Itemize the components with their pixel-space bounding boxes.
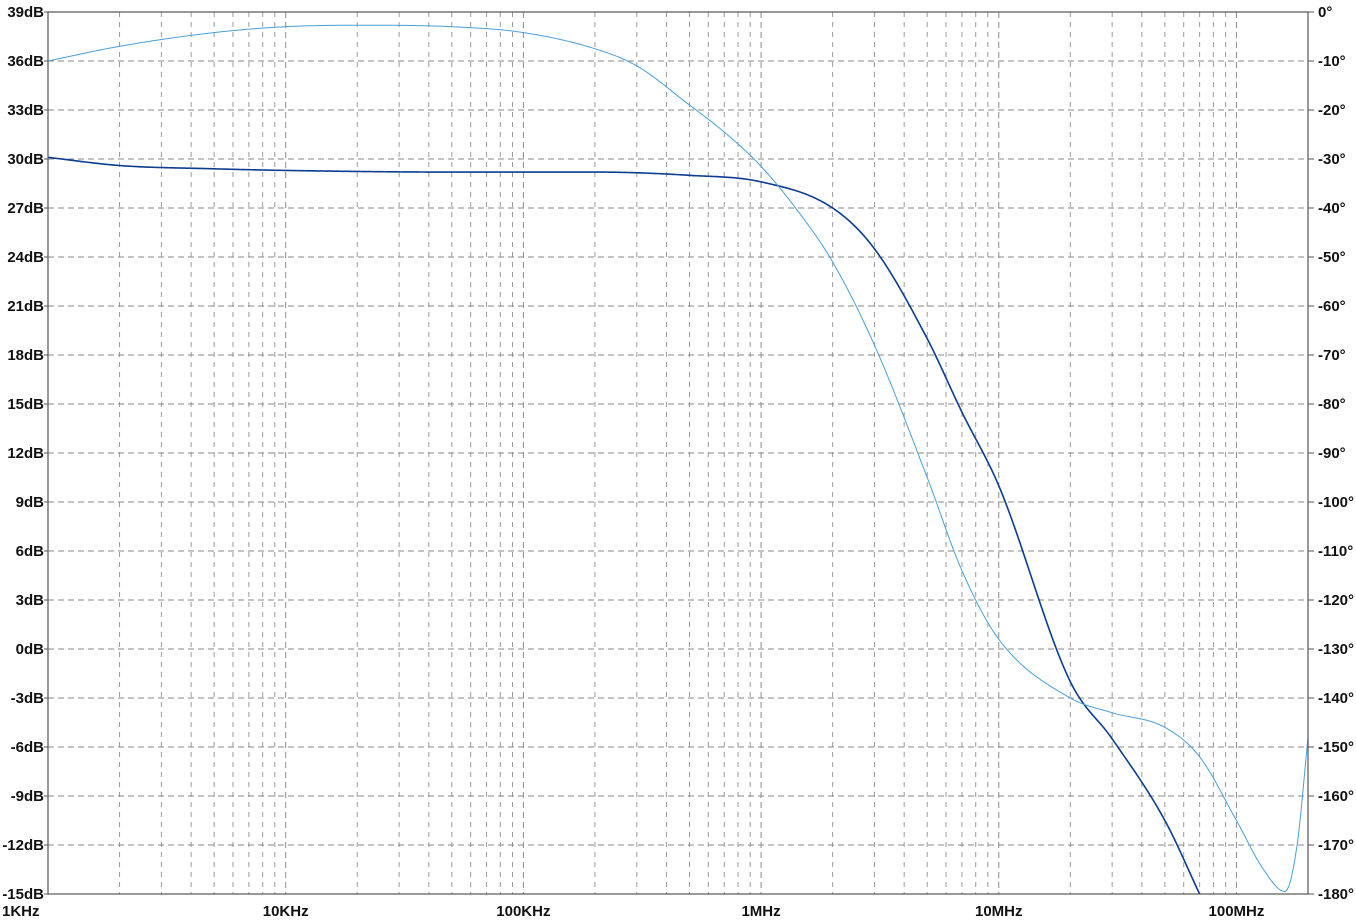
- y-right-tick-label: -120°: [1318, 592, 1354, 609]
- y-left-tick-label: 24dB: [7, 249, 44, 266]
- phase-curve: [47, 24, 1309, 893]
- y-right-tick-label: -40°: [1318, 200, 1346, 217]
- grid: [48, 12, 1308, 894]
- y-left-tick-label: 12dB: [7, 445, 44, 462]
- y-left-tick-label: 6dB: [16, 543, 45, 560]
- y-right-tick-label: -60°: [1318, 298, 1346, 315]
- y-right-tick-label: -170°: [1318, 837, 1354, 854]
- x-tick-label: 1KHz: [2, 903, 40, 920]
- y-left-tick-label: 39dB: [7, 4, 44, 21]
- y-right-tick-label: -70°: [1318, 347, 1346, 364]
- y-left-tick-label: 27dB: [7, 200, 44, 217]
- y-right-tick-label: -10°: [1318, 53, 1346, 70]
- y-left-tick-label: -3dB: [11, 690, 45, 707]
- y-right-tick-label: -150°: [1318, 739, 1354, 756]
- y-left-tick-label: 15dB: [7, 396, 44, 413]
- y-right-tick-label: -140°: [1318, 690, 1354, 707]
- y-right-tick-label: -30°: [1318, 151, 1346, 168]
- magnitude-curve: [47, 156, 1201, 895]
- y-right-tick-label: -180°: [1318, 886, 1354, 903]
- y-left-tick-label: 30dB: [7, 151, 44, 168]
- x-tick-label: 1MHz: [741, 903, 780, 920]
- y-right-tick-label: -130°: [1318, 641, 1354, 658]
- y-left-tick-label: 21dB: [7, 298, 44, 315]
- y-right-tick-label: 0°: [1318, 4, 1332, 21]
- y-left-tick-label: 33dB: [7, 102, 44, 119]
- x-tick-label: 100KHz: [496, 903, 550, 920]
- curves: [47, 24, 1309, 895]
- y-right-tick-label: -160°: [1318, 788, 1354, 805]
- y-right-tick-label: -90°: [1318, 445, 1346, 462]
- y-right-tick-label: -110°: [1318, 543, 1353, 560]
- y-left-tick-label: 36dB: [7, 53, 44, 70]
- tick-labels: 39dB 36dB 33dB 30dB 27dB 24dB 21dB 18dB 15dB 12dB…: [2, 4, 1354, 920]
- y-left-tick-label: -12dB: [2, 837, 44, 854]
- y-right-tick-label: -80°: [1318, 396, 1346, 413]
- y-left-tick-label: -9dB: [11, 788, 45, 805]
- y-left-tick-label: -6dB: [11, 739, 45, 756]
- y-left-tick-label: -15dB: [2, 886, 44, 903]
- y-left-tick-label: 3dB: [16, 592, 45, 609]
- y-left-tick-label: 0dB: [16, 641, 45, 658]
- y-right-tick-label: -100°: [1318, 494, 1354, 511]
- x-tick-label: 100MHz: [1209, 903, 1265, 920]
- y-right-tick-label: -50°: [1318, 249, 1346, 266]
- y-left-tick-label: 18dB: [7, 347, 44, 364]
- x-tick-label: 10KHz: [263, 903, 309, 920]
- y-left-tick-label: 9dB: [16, 494, 45, 511]
- y-right-tick-label: -20°: [1318, 102, 1346, 119]
- x-tick-label: 10MHz: [975, 903, 1023, 920]
